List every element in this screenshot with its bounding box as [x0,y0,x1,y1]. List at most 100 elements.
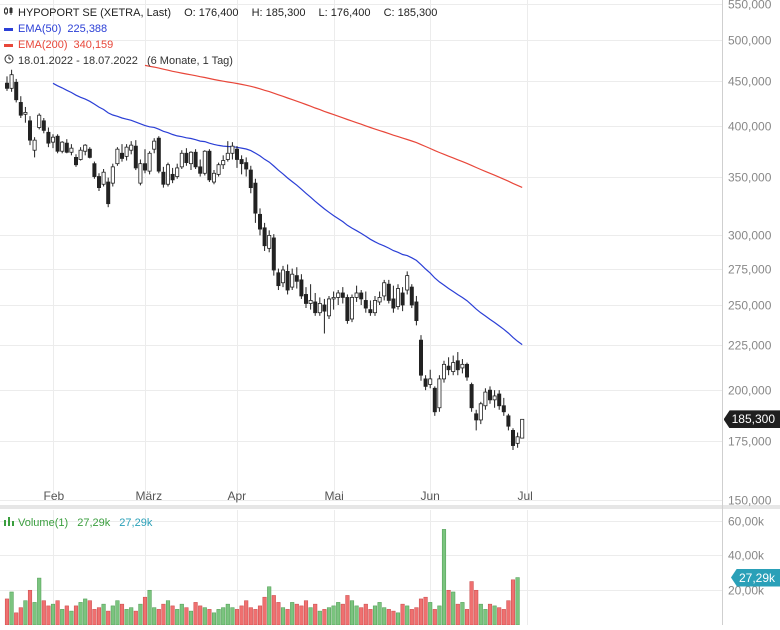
candle-body [161,171,166,185]
price-y-tick-label: 200,000 [728,384,772,398]
volume-bar [382,607,387,626]
volume-bar [510,579,516,626]
volume-bar [156,609,161,626]
volume-y-tick-label: 40,00k [728,549,765,563]
volume-bar [446,589,451,626]
x-tick-label: Apr [228,489,247,503]
volume-bar [428,602,433,626]
candle-body [221,160,226,166]
candle-body [120,152,125,159]
volume-bar [322,609,327,626]
volume-bar [299,605,304,626]
candle-body [9,74,14,89]
volume-bar [165,600,171,626]
candle-body [138,163,143,184]
volume-bar [487,603,493,626]
volume-bar [336,602,341,626]
candle-body [147,152,152,172]
volume-bar [23,600,28,626]
x-tick-label: Jul [518,489,533,503]
volume-bar [198,605,203,626]
legend-ema50-label: EMA(50) [18,23,62,35]
candle-body [290,273,295,288]
volume-bar [211,612,217,626]
candle-body [46,131,51,144]
candle-body [395,288,400,307]
candle-body [64,142,69,153]
candle-body [211,172,216,183]
price-y-tick-label: 500,000 [728,34,772,48]
volume-bar [455,603,460,626]
candle-body [78,149,83,160]
candle-body [492,395,497,401]
legend-close-value: 185,300 [397,7,438,19]
price-y-tick-label: 300,000 [728,229,772,243]
legend-low-value: 176,400 [330,7,371,19]
volume-bar [175,609,180,626]
volume-bar [386,609,391,626]
candle-body [322,304,327,312]
volume-bar [138,603,143,626]
volume-bar [391,610,396,626]
candle-body [92,163,97,177]
volume-bar [303,600,309,626]
candle-body [382,282,387,297]
volume-bar [101,603,106,626]
volume-bar [225,603,230,626]
candle-body [262,227,267,247]
legend-title: HYPOPORT SE (XETRA, Last) [18,7,172,19]
clock-icon [4,54,14,68]
volume-bar [345,595,350,626]
volume-bar [395,612,401,626]
volume-bar [405,605,410,626]
volume-bar [368,609,373,626]
candle-body [271,237,276,271]
candle-body [253,182,258,214]
candle-body [170,173,175,181]
price-y-tick-label: 275,000 [728,263,772,277]
candle-body [97,176,102,189]
volume-bar [506,600,511,626]
candle-body [87,148,92,158]
candle-body [5,82,10,89]
candle-body [83,144,88,152]
volume-bar [359,607,364,626]
volume-bar [46,605,51,626]
candle-body [74,157,79,166]
candle-body [308,300,313,304]
volume-bar [340,603,345,626]
volume-y-tick-label: 60,00k [728,515,765,529]
volume-bar [239,605,244,626]
price-y-tick-label: 150,000 [728,494,772,508]
volume-bar [501,609,506,626]
candle-body [446,365,451,371]
legend-low-label: L: [318,7,328,19]
volume-bar [326,607,332,626]
volume-bar [409,609,414,626]
volume-bar [55,600,60,626]
candle-body [409,286,414,306]
volume-bar [469,581,474,626]
candle-body [133,145,138,169]
candle-body [345,297,350,321]
candle-body [184,152,189,164]
volume-bar [234,609,240,626]
candle-body [386,283,391,301]
candle-body [464,363,469,378]
volume-bar [474,589,479,626]
candle-body [230,145,235,154]
candle-body [110,166,115,184]
candle-body [280,269,285,284]
candle-body [198,166,203,174]
x-tick-label: Feb [44,489,65,503]
candle-body [37,114,42,128]
legend-open-value: 176,400 [198,7,239,19]
candle-body [377,297,382,303]
candle-body [331,297,336,300]
volume-bar [170,605,175,626]
volume-bar [354,605,359,626]
volume-bar [216,609,221,626]
volume-bar [147,589,152,626]
